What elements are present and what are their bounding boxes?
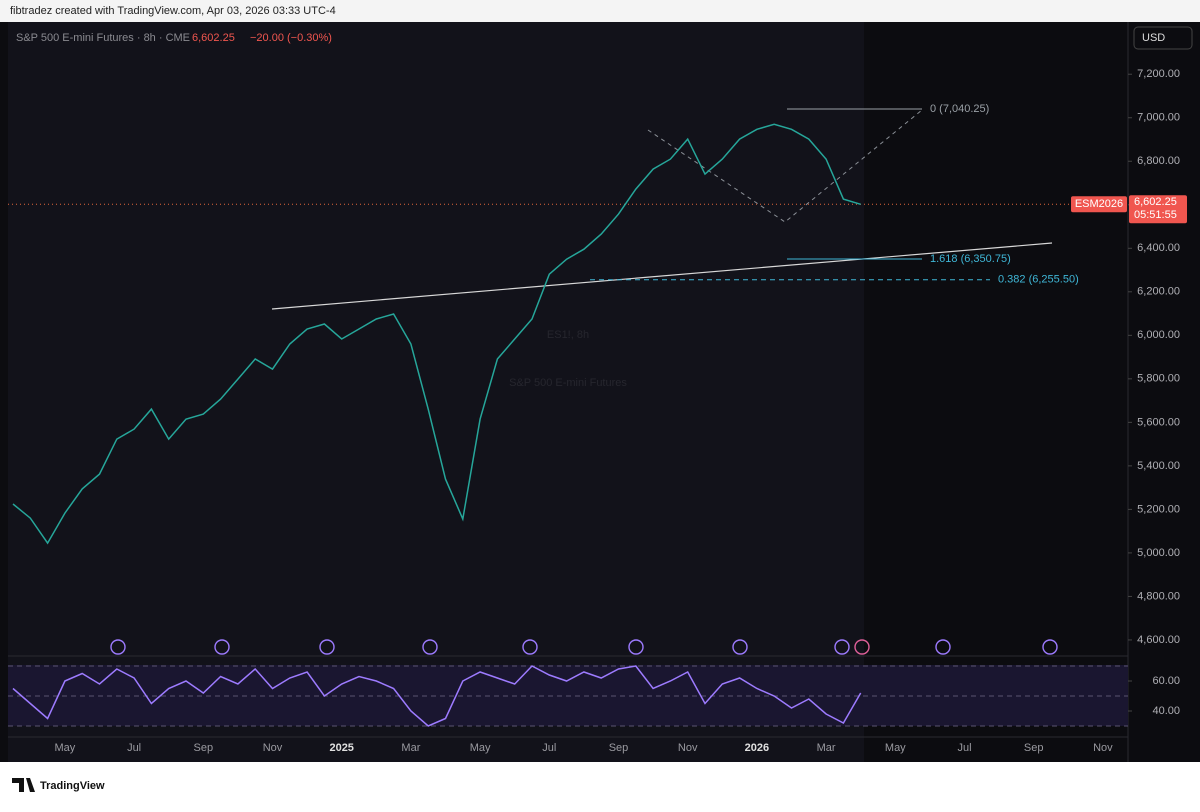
currency-label: USD [1142,32,1165,44]
event-icon[interactable] [422,639,438,655]
y-tick-label: 6,200.00 [1137,286,1180,298]
trendline [271,242,1053,310]
symbol-price: 6,602.25 [192,32,235,44]
x-tick-label: Nov [1093,742,1113,754]
watermark-name: S&P 500 E-mini Futures [509,377,627,389]
x-tick-label: Jul [127,742,141,754]
x-tick-label: May [885,742,906,754]
y-tick-label: 4,800.00 [1137,590,1180,602]
y-tick-label: 5,600.00 [1137,416,1180,428]
brand-logo [12,778,35,792]
fib-label: 1.618 (6,350.75) [930,253,1011,265]
y-tick-label: 7,000.00 [1137,112,1180,124]
event-icon[interactable] [935,639,951,655]
zigzag [647,109,923,223]
x-tick-label: Nov [678,742,698,754]
y-tick-label: 40.00 [1152,705,1180,717]
price-badge [1129,195,1187,224]
y-tick-label: 60.00 [1152,675,1180,687]
event-icon[interactable] [110,639,126,655]
event-icon[interactable] [319,639,335,655]
header-bar [0,0,1200,22]
x-tick-label: 2026 [745,742,769,754]
x-tick-label: Mar [817,742,836,754]
x-tick-label: Sep [609,742,629,754]
watermark-symbol: ES1!, 8h [547,329,589,341]
history-background [8,22,864,762]
series-line [12,123,861,545]
contract-label: ESM2026 [1075,198,1123,210]
x-tick-label: May [55,742,76,754]
event-icon[interactable] [522,639,538,655]
event-icon[interactable] [834,639,850,655]
x-tick-label: Nov [263,742,283,754]
event-icon[interactable] [214,639,230,655]
fib-label: 0.382 (6,255.50) [998,274,1079,286]
x-tick-label: 2025 [329,742,353,754]
y-tick-label: 6,000.00 [1137,329,1180,341]
footer [0,762,1200,812]
currency-button[interactable] [1133,26,1193,50]
contract-badge [1071,196,1127,213]
series-line [12,665,862,727]
symbol-name: S&P 500 E-mini Futures · 8h · CME [16,32,190,44]
y-tick-label: 5,800.00 [1137,373,1180,385]
y-tick-label: 7,200.00 [1137,68,1180,80]
y-tick-label: 5,200.00 [1137,503,1180,515]
y-tick-label: 4,600.00 [1137,634,1180,646]
event-icon[interactable] [732,639,748,655]
y-tick-label: 5,400.00 [1137,460,1180,472]
event-icon[interactable] [628,639,644,655]
header-text: fibtradez created with TradingView.com, … [10,5,336,17]
event-icons [110,639,1058,655]
x-tick-label: Sep [1024,742,1044,754]
x-tick-label: Jul [957,742,971,754]
brand-name: TradingView [40,780,105,792]
price-badge-label: 6,602.25 [1134,196,1177,208]
countdown-label: 05:51:55 [1134,209,1177,221]
event-icon[interactable] [1042,639,1058,655]
y-tick-label: 5,000.00 [1137,547,1180,559]
x-tick-label: Jul [542,742,556,754]
y-tick-label: 6,800.00 [1137,155,1180,167]
x-tick-label: May [470,742,491,754]
y-tick-label: 6,400.00 [1137,242,1180,254]
symbol-change: −20.00 (−0.30%) [250,32,332,44]
fib-label: 0 (7,040.25) [930,103,989,115]
x-tick-label: Sep [194,742,214,754]
event-icon[interactable] [854,639,870,655]
x-tick-label: Mar [401,742,420,754]
